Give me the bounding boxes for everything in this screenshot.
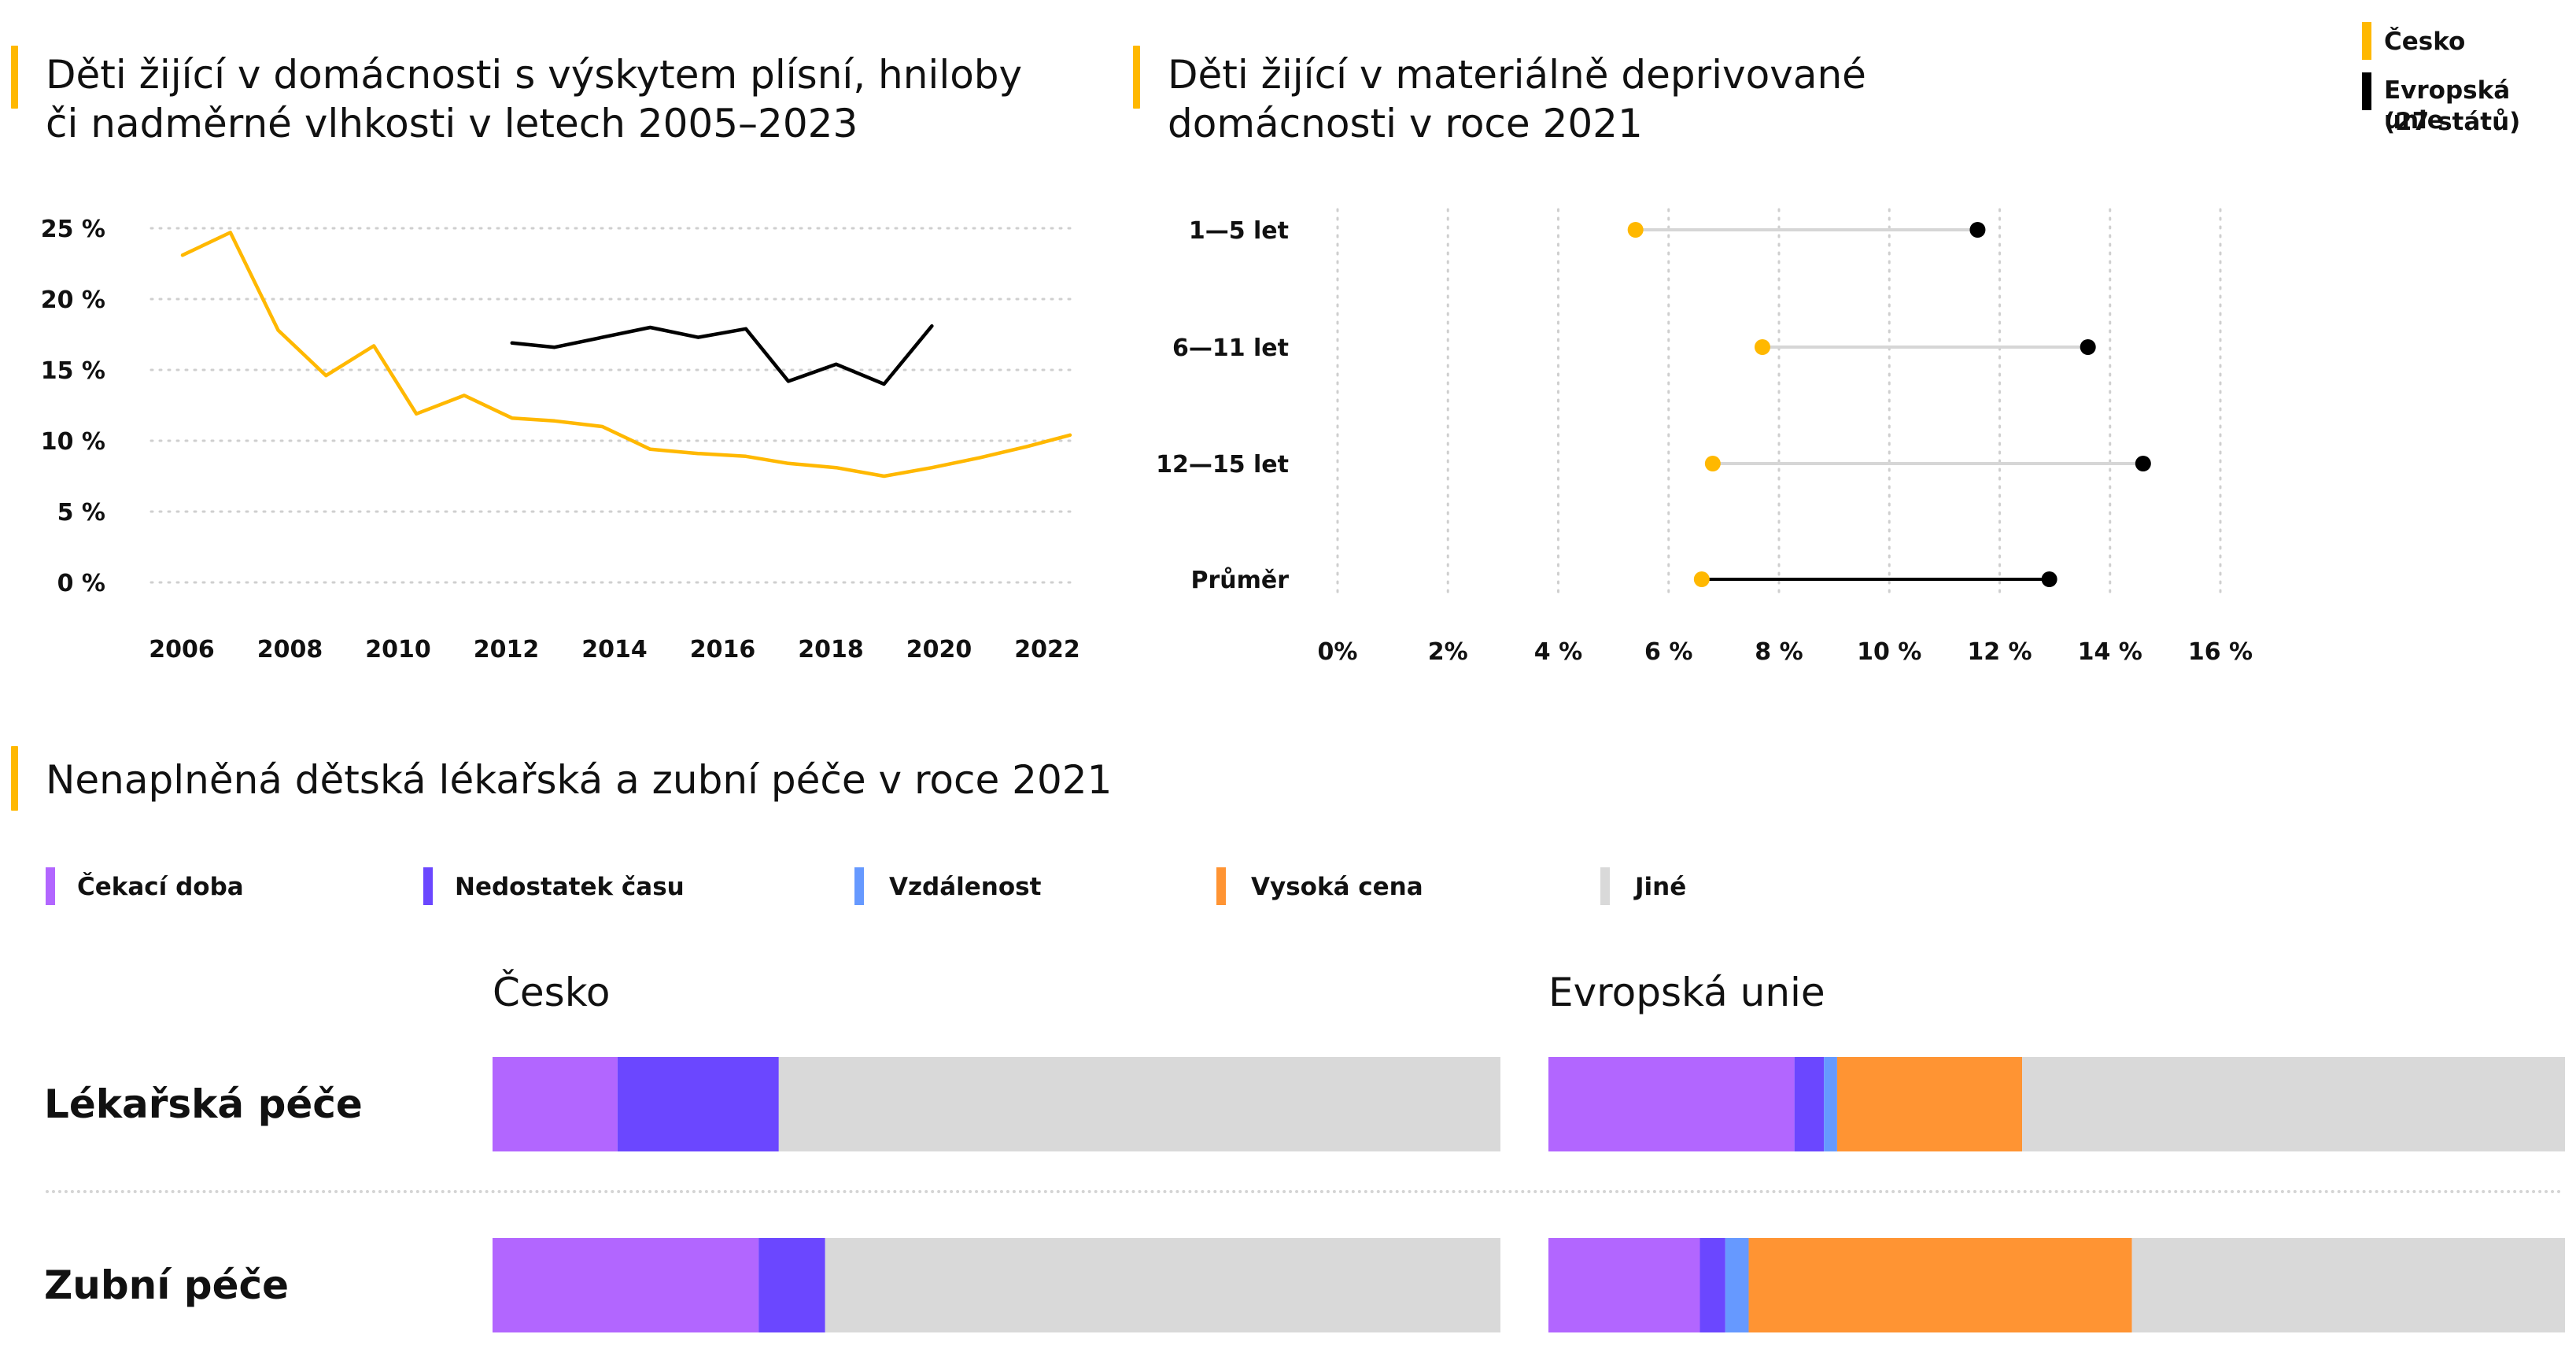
legend-nedostatek-casu-label: Nedostatek času xyxy=(455,873,685,901)
chart1-x-tick-label: 2010 xyxy=(365,636,431,663)
chart1-x-tick-label: 2014 xyxy=(581,636,648,663)
chart2-x-tick-label: 16 % xyxy=(2188,638,2253,666)
chart2-category-label-12-15-let: 12—15 let xyxy=(1156,451,1289,479)
chart2-title-accent xyxy=(1133,46,1140,109)
chart2-title-line1: Děti žijící v materiálně deprivované xyxy=(1168,52,1866,98)
chart3-bar-segment-eu-zubni-pece-vzdalenost xyxy=(1725,1238,1749,1332)
chart1-y-tick-label: 25 % xyxy=(41,216,105,243)
chart3-bar-segment-eu-zubni-pece-nedostatek-casu xyxy=(1699,1238,1725,1332)
chart3-title-accent xyxy=(11,746,18,811)
chart1-y-tick-label: 15 % xyxy=(41,357,105,385)
legend-jine-swatch xyxy=(1600,867,1610,905)
chart1-title-line1: Děti žijící v domácnosti s výskytem plís… xyxy=(46,52,1023,98)
chart1-series-line-cesko xyxy=(180,231,1072,479)
legend-cesko-label: Česko xyxy=(2384,28,2466,56)
chart2-point-evropska-unie-27-statu-prumer xyxy=(2041,571,2057,587)
chart2-x-tick-label: 0% xyxy=(1318,638,1358,666)
chart2-category-label-1-5-let: 1—5 let xyxy=(1189,217,1289,245)
chart2-x-tick-label: 6 % xyxy=(1644,638,1692,666)
chart3-bar-segment-eu-lekarska-pece-vzdalenost xyxy=(1824,1057,1837,1151)
legend-cekaci-doba-label: Čekací doba xyxy=(77,873,244,901)
legend-nedostatek-casu-swatch xyxy=(423,867,433,905)
legend-vzdalenost-swatch xyxy=(854,867,864,905)
chart3-bar-segment-eu-zubni-pece-cekaci-doba xyxy=(1548,1238,1700,1332)
chart3-bar-segment-cesko-zubni-pece-jine xyxy=(825,1238,1500,1332)
chart3-bar-segment-cesko-lekarska-pece-nedostatek-casu xyxy=(617,1057,779,1151)
chart2-point-cesko-12-15-let xyxy=(1704,456,1721,471)
chart1-title-line2: či nadměrné vlhkosti v letech 2005–2023 xyxy=(46,101,858,146)
legend-eu-swatch xyxy=(2362,72,2371,110)
chart1-x-tick-label: 2018 xyxy=(798,636,864,663)
chart3-bar-segment-cesko-zubni-pece-nedostatek-casu xyxy=(758,1238,825,1332)
chart2-x-tick-label: 2% xyxy=(1428,638,1468,666)
chart2-point-cesko-6-11-let xyxy=(1754,339,1770,355)
chart1-title-accent xyxy=(11,46,18,109)
chart1-x-tick-label: 2016 xyxy=(690,636,756,663)
chart2-point-evropska-unie-27-statu-1-5-let xyxy=(1969,222,1986,238)
chart1-x-tick-label: 2008 xyxy=(257,636,323,663)
chart2-point-cesko-prumer xyxy=(1693,571,1710,587)
chart1-y-tick-label: 20 % xyxy=(41,286,105,314)
category-label-lekarska-pece: Lékařská péče xyxy=(44,1081,363,1127)
legend-vzdalenost-label: Vzdálenost xyxy=(889,873,1042,901)
panel-label-cesko: Česko xyxy=(493,970,611,1015)
legend-jine-label: Jiné xyxy=(1635,873,1687,901)
legend-eu-label-line2: (27 států) xyxy=(2384,108,2521,136)
chart1-x-tick-label: 2020 xyxy=(906,636,972,663)
legend-cekaci-doba-swatch xyxy=(46,867,55,905)
chart2-category-label-prumer: Průměr xyxy=(1190,566,1289,594)
chart2-x-tick-label: 10 % xyxy=(1857,638,1921,666)
chart1-y-tick-label: 10 % xyxy=(41,428,105,456)
chart3-bar-segment-cesko-lekarska-pece-cekaci-doba xyxy=(493,1057,618,1151)
legend-eu-label-line1: Evropská unie xyxy=(2384,76,2511,135)
chart2-x-tick-label: 14 % xyxy=(2078,638,2142,666)
chart3-bar-segment-cesko-zubni-pece-cekaci-doba xyxy=(493,1238,759,1332)
row-separator xyxy=(46,1190,2563,1193)
legend-cesko-swatch xyxy=(2362,22,2371,60)
chart1-x-tick-label: 2012 xyxy=(474,636,540,663)
chart2-x-tick-label: 4 % xyxy=(1534,638,1582,666)
chart1-x-tick-label: 2022 xyxy=(1014,636,1080,663)
chart1-series-line-evropska-unie-27-statu xyxy=(510,323,934,386)
panel-label-eu: Evropská unie xyxy=(1548,970,1825,1015)
chart2-title-line2: domácnosti v roce 2021 xyxy=(1168,101,1643,146)
chart1-x-tick-label: 2006 xyxy=(149,636,215,663)
legend-vysoka-cena-swatch xyxy=(1216,867,1226,905)
chart2-x-tick-label: 12 % xyxy=(1967,638,2032,666)
chart3-title: Nenaplněná dětská lékařská a zubní péče … xyxy=(46,757,1113,803)
chart3-bar-segment-cesko-lekarska-pece-jine xyxy=(778,1057,1500,1151)
chart2-x-tick-label: 8 % xyxy=(1755,638,1803,666)
chart3-bar-segment-eu-lekarska-pece-nedostatek-casu xyxy=(1794,1057,1825,1151)
chart2-point-evropska-unie-27-statu-6-11-let xyxy=(2080,339,2096,355)
chart3-bar-segment-eu-lekarska-pece-cekaci-doba xyxy=(1548,1057,1795,1151)
chart2-category-label-6-11-let: 6—11 let xyxy=(1172,334,1289,362)
chart2-point-cesko-1-5-let xyxy=(1627,222,1644,238)
chart1-y-tick-label: 5 % xyxy=(57,499,105,527)
category-label-zubni-pece: Zubní péče xyxy=(44,1262,290,1308)
legend-vysoka-cena-label: Vysoká cena xyxy=(1251,873,1423,901)
chart3-bar-segment-eu-zubni-pece-vysoka-cena xyxy=(1748,1238,2132,1332)
chart3-bar-segment-eu-lekarska-pece-vysoka-cena xyxy=(1836,1057,2023,1151)
chart2-point-evropska-unie-27-statu-12-15-let xyxy=(2135,456,2151,471)
chart3-bar-segment-eu-zubni-pece-jine xyxy=(2131,1238,2565,1332)
chart1-y-tick-label: 0 % xyxy=(57,570,105,597)
chart3-bar-segment-eu-lekarska-pece-jine xyxy=(2022,1057,2565,1151)
